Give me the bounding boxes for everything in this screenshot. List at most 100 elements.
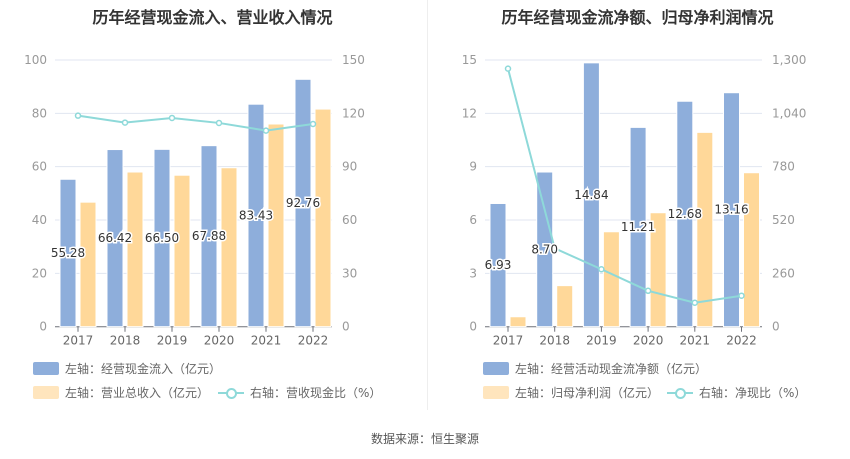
line-point-2019 (168, 114, 176, 122)
left-axis-tick: 9 (469, 160, 477, 174)
left-axis-tick: 3 (469, 266, 477, 280)
right-axis-tick: 0 (772, 320, 780, 334)
bar-data-label: 8.70 (531, 242, 558, 256)
legend-item[interactable]: 左轴：营业总收入（亿元） (33, 384, 209, 401)
x-axis-tick: 2017 (493, 334, 524, 348)
right-axis-tick: 150 (342, 53, 365, 67)
bar-2022-series-2 (743, 172, 760, 328)
bar-2022-series-1 (294, 78, 312, 328)
bar-2019-series-1 (153, 148, 171, 328)
legend-swatch (483, 386, 509, 399)
bar-data-label: 13.16 (714, 203, 748, 217)
left-axis-tick: 0 (39, 320, 47, 334)
bar-2020-series-1 (629, 126, 647, 328)
bar-data-label: 92.76 (286, 196, 320, 210)
x-axis-tick: 2018 (539, 334, 570, 348)
x-axis-tick: 2018 (110, 334, 141, 348)
left-axis-tick: 60 (32, 160, 47, 174)
bar-2019-series-2 (602, 231, 620, 328)
bar-2021-series-1 (676, 100, 694, 328)
bar-data-label: 11.21 (621, 220, 655, 234)
line-point-2017 (504, 65, 512, 72)
line-series (77, 114, 314, 132)
line-point-2019 (598, 266, 605, 273)
x-axis-tick: 2020 (204, 334, 235, 348)
left-axis-tick: 80 (32, 106, 47, 120)
legend-label: 右轴：净现比（%） (699, 386, 807, 400)
left-axis-tick: 100 (24, 53, 47, 67)
bar-2017-series-2 (79, 201, 97, 328)
right-axis-tick: 1,040 (772, 106, 806, 120)
bar-2019-series-2 (173, 174, 191, 328)
x-axis-tick: 2017 (63, 334, 94, 348)
bar-data-label: 67.88 (192, 229, 226, 243)
bar-2020-series-2 (649, 212, 667, 328)
line-point-2017 (74, 112, 82, 119)
line-point-2021 (691, 299, 699, 306)
bar-2018-series-1 (106, 149, 124, 328)
bar-2020-series-2 (220, 167, 238, 328)
line-point-2022 (309, 120, 317, 128)
left-axis-tick: 15 (462, 53, 477, 67)
bar-2021-series-2 (267, 123, 285, 328)
x-axis-tick: 2022 (298, 334, 329, 348)
data-source: 数据来源：恒生聚源 (370, 432, 479, 446)
bar-2021-series-2 (696, 131, 714, 328)
legend-item[interactable]: 左轴：经营现金流入（亿元） (33, 360, 221, 377)
x-axis-tick: 2021 (251, 334, 282, 348)
bar-2022-series-2 (314, 108, 332, 328)
right-axis-tick: 520 (772, 213, 795, 227)
right-axis-tick: 260 (772, 266, 795, 280)
line-point-2020 (215, 119, 223, 127)
bar-2017-series-2 (509, 316, 527, 328)
divider (427, 0, 428, 410)
right-axis-tick: 0 (342, 320, 350, 334)
bar-2018-series-2 (556, 285, 574, 328)
chart-title-right: 历年经营现金流净额、归母净利润情况 (501, 8, 774, 27)
bar-2021-series-1 (247, 103, 265, 328)
right-axis-tick: 90 (342, 160, 357, 174)
left-axis-tick: 6 (469, 213, 477, 227)
legend-swatch (33, 362, 59, 375)
x-axis-tick: 2021 (680, 334, 711, 348)
legend-item[interactable]: 右轴：营收现金比（%） (218, 384, 381, 401)
legend-item[interactable]: 左轴：经营活动现金流净额（亿元） (483, 360, 707, 377)
legend-item[interactable]: 右轴：净现比（%） (667, 384, 806, 401)
chart-title-left: 历年经营现金流入、营业收入情况 (92, 8, 333, 27)
left-axis-tick: 40 (32, 213, 47, 227)
legend-label: 左轴：经营现金流入（亿元） (65, 362, 222, 376)
bar-data-label: 14.84 (574, 188, 608, 202)
bar-2020-series-1 (200, 145, 218, 328)
x-axis-tick: 2020 (633, 334, 664, 348)
bar-data-label: 83.43 (239, 208, 273, 222)
bar-2017-series-1 (489, 202, 507, 328)
x-axis-tick: 2019 (586, 334, 617, 348)
line-point-2021 (262, 127, 270, 134)
line-series (507, 68, 742, 304)
legend-label: 左轴：营业总收入（亿元） (65, 386, 210, 400)
bar-2019-series-1 (582, 62, 600, 328)
left-axis-tick: 0 (469, 320, 477, 334)
right-axis-tick: 120 (342, 106, 365, 120)
legend-line-icon (218, 386, 244, 400)
legend-label: 左轴：归母净利润（亿元） (515, 386, 660, 400)
line-point-2018 (121, 119, 129, 126)
x-axis-tick: 2022 (726, 334, 757, 348)
left-axis-tick: 12 (462, 106, 477, 120)
bar-2017-series-1 (59, 178, 77, 328)
x-axis-tick: 2019 (157, 334, 188, 348)
bar-data-label: 66.50 (145, 231, 179, 245)
legend-label: 左轴：经营活动现金流净额（亿元） (515, 362, 708, 376)
legend-swatch (33, 386, 59, 399)
line-point-2022 (738, 292, 745, 299)
legend-label: 右轴：营收现金比（%） (250, 386, 382, 400)
legend-line-icon (667, 386, 693, 400)
bar-data-label: 6.93 (485, 258, 512, 272)
bar-data-label: 12.68 (668, 207, 702, 221)
bar-data-label: 55.28 (51, 246, 85, 260)
legend-swatch (483, 362, 509, 375)
bar-2022-series-1 (723, 92, 740, 328)
bar-2018-series-2 (126, 171, 144, 328)
legend-item[interactable]: 左轴：归母净利润（亿元） (483, 384, 659, 401)
